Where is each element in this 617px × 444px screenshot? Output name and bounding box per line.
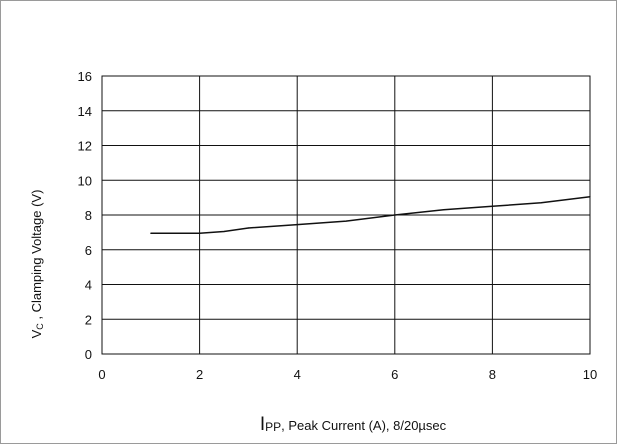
x-tick-label-10: 10 <box>583 367 597 382</box>
x-axis-label: IPP, Peak Current (A), 8/20µsec <box>260 414 447 435</box>
x-tick-label-6: 6 <box>391 367 398 382</box>
y-tick-label-4: 4 <box>85 278 92 293</box>
y-tick-labels: 0 2 4 6 8 10 12 14 16 <box>78 69 92 362</box>
data-point-8 <box>491 205 493 207</box>
x-tick-label-2: 2 <box>196 367 203 382</box>
data-point-7 <box>443 209 445 211</box>
data-point-6 <box>394 214 396 216</box>
x-tick-label-4: 4 <box>294 367 301 382</box>
x-axis-label-main: I <box>260 414 265 435</box>
y-tick-label-16: 16 <box>78 69 92 84</box>
data-point-5 <box>345 220 347 222</box>
data-point-4 <box>296 223 298 226</box>
data-point-9 <box>540 202 542 204</box>
x-axis-label-sub: PP <box>265 420 281 434</box>
data-point-3 <box>247 227 249 229</box>
y-axis-label-main: V <box>29 329 44 338</box>
data-point-2 <box>223 230 225 233</box>
y-tick-label-2: 2 <box>85 312 92 327</box>
y-tick-label-8: 8 <box>85 208 92 223</box>
data-point-10 <box>589 196 591 198</box>
y-tick-label-0: 0 <box>85 347 92 362</box>
x-axis-label-rest: , Peak Current (A), 8/20µsec <box>281 418 447 433</box>
series-points <box>150 196 591 234</box>
plot-area-border <box>101 75 591 355</box>
grid-lines <box>101 75 591 355</box>
y-tick-label-14: 14 <box>78 104 92 119</box>
y-tick-label-12: 12 <box>78 139 92 154</box>
x-tick-labels: 0 2 4 6 8 10 <box>98 367 597 382</box>
data-point-1 <box>199 232 201 234</box>
y-tick-label-6: 6 <box>85 243 92 258</box>
y-tick-label-10: 10 <box>78 173 92 188</box>
data-point-0 <box>150 232 152 234</box>
y-axis-label-rest: , Clamping Voltage (V) <box>29 190 44 324</box>
y-axis-label-sub: C <box>35 323 45 330</box>
x-tick-label-0: 0 <box>98 367 105 382</box>
y-axis-label: VC , Clamping Voltage (V) <box>29 190 45 339</box>
x-tick-label-8: 8 <box>489 367 496 382</box>
